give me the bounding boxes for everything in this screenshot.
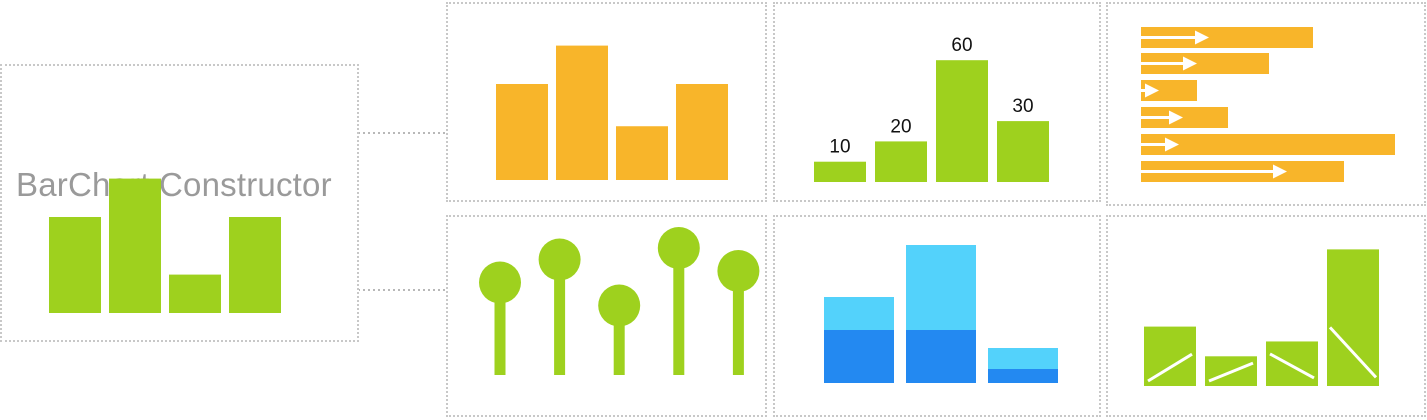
orange-bar-3 [616,126,668,180]
arrow-bar-1 [1141,27,1313,48]
arrow-bar-4 [1141,107,1228,128]
variant-panel-labeled: 10 20 60 30 [773,2,1101,202]
slope-bar-4 [1327,249,1379,386]
variant-panel-orange [446,2,767,202]
arrow-head-1 [1195,30,1209,45]
stacked-top-1 [824,297,894,330]
arrow-head-3 [1145,83,1159,98]
bar-value-label-1: 10 [829,137,850,158]
lollipop-head-2 [538,238,581,281]
lollipop-head-4 [657,227,700,269]
stacked-top-3 [988,348,1058,369]
main-panel: BarChart Constructor [0,64,359,342]
variant-panel-stacked [773,215,1101,417]
lollipop-head-3 [598,284,641,327]
orange-bar-2 [556,45,608,180]
horizontal-arrow-bar-chart [1141,27,1395,182]
lollipop-stem-2 [554,259,566,375]
labeled-bar-3 [936,60,988,183]
slope-line-2 [1208,361,1254,383]
orange-bar-1 [496,84,548,180]
slope-line-4 [1328,326,1378,379]
slope-line-3 [1269,352,1315,380]
slope-bar-3 [1266,341,1318,386]
stacked-top-2 [906,245,976,330]
stacked-bottom-2 [906,330,976,383]
main-bar-chart [49,178,281,313]
lollipop-head-1 [479,261,521,304]
stacked-bar-chart [824,245,1058,383]
lollipop-head-5 [717,250,760,292]
labeled-bar-1 [814,161,866,182]
variant-panel-arrows [1106,2,1426,206]
lollipop-stem-3 [613,305,625,375]
orange-bar-4 [676,84,728,180]
variant-panel-lollipop [446,215,767,417]
bar-value-label-3: 60 [951,35,972,56]
page-title: BarChart Constructor [16,166,332,203]
main-bar-4 [229,217,281,313]
arrow-head-5 [1165,137,1179,152]
bar-value-label-2: 20 [890,116,911,137]
slope-line-1 [1147,352,1193,383]
lollipop-stem-1 [494,282,506,375]
main-bar-1 [49,217,101,313]
arrow-bar-5 [1141,134,1395,155]
labeled-bar-2 [875,141,927,182]
labeled-bar-chart: 10 20 60 30 [814,35,1049,183]
lollipop-stem-4 [673,248,685,375]
bar-value-label-4: 30 [1012,96,1033,117]
labeled-bar-4 [997,121,1049,182]
arrow-bar-3 [1141,80,1197,101]
arrow-head-4 [1169,110,1183,125]
variant-panel-slope [1106,215,1426,417]
stacked-bottom-1 [824,330,894,383]
arrow-head-6 [1273,164,1287,179]
slope-bar-chart [1144,249,1379,386]
orange-bar-chart [496,45,728,180]
lollipop-stem-5 [732,271,744,375]
arrow-head-2 [1183,56,1197,71]
arrow-bar-2 [1141,53,1269,74]
lollipop-chart [479,227,760,375]
stacked-bottom-3 [988,369,1058,383]
main-bar-2 [109,178,161,313]
main-bar-3 [169,274,221,313]
